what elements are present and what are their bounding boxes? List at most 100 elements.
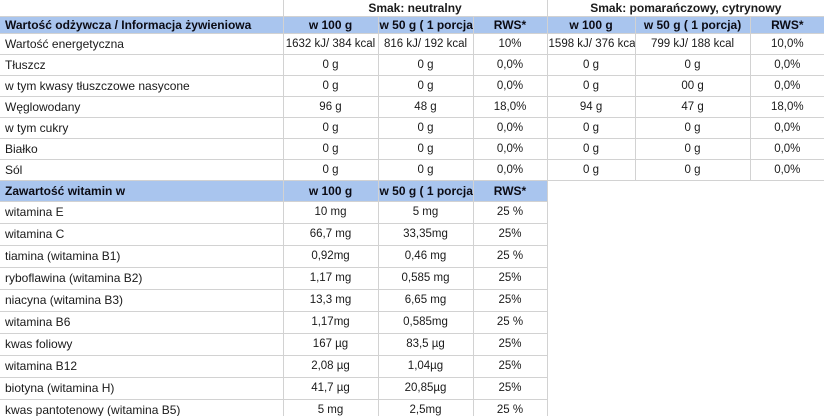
value-cell: 0,0% bbox=[473, 159, 548, 181]
value-cell: 25% bbox=[473, 289, 548, 312]
value-cell: 0,0% bbox=[473, 54, 548, 76]
table-row-energy: Wartość energetyczna 1632 kJ/ 384 kcal 8… bbox=[0, 33, 824, 55]
row-label: witamina C bbox=[0, 223, 284, 246]
empty-area bbox=[547, 223, 824, 246]
value-cell: 25 % bbox=[473, 311, 548, 334]
value-cell: 0 g bbox=[547, 138, 636, 160]
column-header-rws-orange: RWS* bbox=[750, 16, 824, 34]
value-cell: 0,46 mg bbox=[378, 245, 474, 268]
value-cell: 0,0% bbox=[473, 138, 548, 160]
row-label: witamina B12 bbox=[0, 355, 284, 378]
empty-area bbox=[547, 333, 824, 356]
value-cell: 0 g bbox=[547, 159, 636, 181]
value-cell: 25% bbox=[473, 223, 548, 246]
value-cell: 25 % bbox=[473, 201, 548, 224]
vitamins-column-header-100g: w 100 g bbox=[283, 180, 379, 202]
flavor-header-row: Smak: neutralny Smak: pomarańczowy, cytr… bbox=[0, 0, 824, 17]
row-label: witamina E bbox=[0, 201, 284, 224]
value-cell: 47 g bbox=[635, 96, 751, 118]
row-label: Tłuszcz bbox=[0, 54, 284, 76]
value-cell: 0,0% bbox=[750, 138, 824, 160]
flavor-neutral-header: Smak: neutralny bbox=[283, 0, 548, 17]
value-cell: 1632 kJ/ 384 kcal bbox=[283, 33, 379, 55]
value-cell: 0,0% bbox=[750, 117, 824, 139]
table-row-niacin: niacyna (witamina B3) 13,3 mg 6,65 mg 25… bbox=[0, 289, 824, 312]
value-cell: 1598 kJ/ 376 kcal bbox=[547, 33, 636, 55]
row-label: witamina B6 bbox=[0, 311, 284, 334]
value-cell: 0 g bbox=[547, 54, 636, 76]
value-cell: 0 g bbox=[635, 138, 751, 160]
empty-area bbox=[547, 267, 824, 290]
table-row-biotin: biotyna (witamina H) 41,7 µg 20,85µg 25% bbox=[0, 377, 824, 400]
empty-area bbox=[547, 399, 824, 416]
table-row-vitamin-b6: witamina B6 1,17mg 0,585mg 25 % bbox=[0, 311, 824, 334]
row-label: Wartość energetyczna bbox=[0, 33, 284, 55]
row-label: kwas foliowy bbox=[0, 333, 284, 356]
value-cell: 48 g bbox=[378, 96, 474, 118]
value-cell: 0,585mg bbox=[378, 311, 474, 334]
value-cell: 25% bbox=[473, 267, 548, 290]
table-row-vitamin-e: witamina E 10 mg 5 mg 25 % bbox=[0, 201, 824, 224]
value-cell: 25 % bbox=[473, 399, 548, 416]
column-header-100g-neutral: w 100 g bbox=[283, 16, 379, 34]
value-cell: 2,08 µg bbox=[283, 355, 379, 378]
value-cell: 10 mg bbox=[283, 201, 379, 224]
value-cell: 0 g bbox=[283, 138, 379, 160]
value-cell: 0 g bbox=[635, 159, 751, 181]
column-header-100g-orange: w 100 g bbox=[547, 16, 636, 34]
value-cell: 1,17mg bbox=[283, 311, 379, 334]
empty-area bbox=[547, 289, 824, 312]
flavor-orange-header: Smak: pomarańczowy, cytrynowy bbox=[547, 0, 824, 17]
column-header-rws-neutral: RWS* bbox=[473, 16, 548, 34]
vitamins-column-header-50g: w 50 g ( 1 porcja) bbox=[378, 180, 474, 202]
value-cell: 0 g bbox=[635, 117, 751, 139]
value-cell: 5 mg bbox=[283, 399, 379, 416]
value-cell: 0 g bbox=[283, 54, 379, 76]
value-cell: 0 g bbox=[283, 117, 379, 139]
row-label: biotyna (witamina H) bbox=[0, 377, 284, 400]
table-row-salt: Sól 0 g 0 g 0,0% 0 g 0 g 0,0% bbox=[0, 159, 824, 181]
vitamins-section-title: Zawartość witamin w bbox=[0, 180, 284, 202]
value-cell: 6,65 mg bbox=[378, 289, 474, 312]
row-label: Węglowodany bbox=[0, 96, 284, 118]
value-cell: 0 g bbox=[378, 159, 474, 181]
value-cell: 0 g bbox=[378, 54, 474, 76]
value-cell: 1,17 mg bbox=[283, 267, 379, 290]
value-cell: 0 g bbox=[283, 159, 379, 181]
row-label: Sól bbox=[0, 159, 284, 181]
table-row-carbs: Węglowodany 96 g 48 g 18,0% 94 g 47 g 18… bbox=[0, 96, 824, 118]
value-cell: 0 g bbox=[635, 54, 751, 76]
value-cell: 0,0% bbox=[750, 75, 824, 97]
empty-area bbox=[547, 355, 824, 378]
table-row-fat: Tłuszcz 0 g 0 g 0,0% 0 g 0 g 0,0% bbox=[0, 54, 824, 76]
corner-cell bbox=[0, 0, 284, 17]
value-cell: 10,0% bbox=[750, 33, 824, 55]
value-cell: 66,7 mg bbox=[283, 223, 379, 246]
empty-area bbox=[547, 377, 824, 400]
value-cell: 96 g bbox=[283, 96, 379, 118]
value-cell: 816 kJ/ 192 kcal bbox=[378, 33, 474, 55]
vitamins-column-header-rws: RWS* bbox=[473, 180, 548, 202]
value-cell: 25 % bbox=[473, 245, 548, 268]
value-cell: 0 g bbox=[378, 138, 474, 160]
value-cell: 167 µg bbox=[283, 333, 379, 356]
value-cell: 5 mg bbox=[378, 201, 474, 224]
value-cell: 0 g bbox=[547, 117, 636, 139]
table-row-vitamin-b12: witamina B12 2,08 µg 1,04µg 25% bbox=[0, 355, 824, 378]
value-cell: 0 g bbox=[378, 75, 474, 97]
table-row-sugars: w tym cukry 0 g 0 g 0,0% 0 g 0 g 0,0% bbox=[0, 117, 824, 139]
value-cell: 41,7 µg bbox=[283, 377, 379, 400]
value-cell: 0,92mg bbox=[283, 245, 379, 268]
table-row-riboflavin: ryboflawina (witamina B2) 1,17 mg 0,585 … bbox=[0, 267, 824, 290]
row-label: w tym kwasy tłuszczowe nasycone bbox=[0, 75, 284, 97]
empty-area bbox=[547, 311, 824, 334]
row-label: tiamina (witamina B1) bbox=[0, 245, 284, 268]
row-label: niacyna (witamina B3) bbox=[0, 289, 284, 312]
value-cell: 33,35mg bbox=[378, 223, 474, 246]
value-cell: 18,0% bbox=[473, 96, 548, 118]
row-label: Białko bbox=[0, 138, 284, 160]
column-header-50g-neutral: w 50 g ( 1 porcja) bbox=[378, 16, 474, 34]
value-cell: 1,04µg bbox=[378, 355, 474, 378]
empty-area bbox=[547, 245, 824, 268]
